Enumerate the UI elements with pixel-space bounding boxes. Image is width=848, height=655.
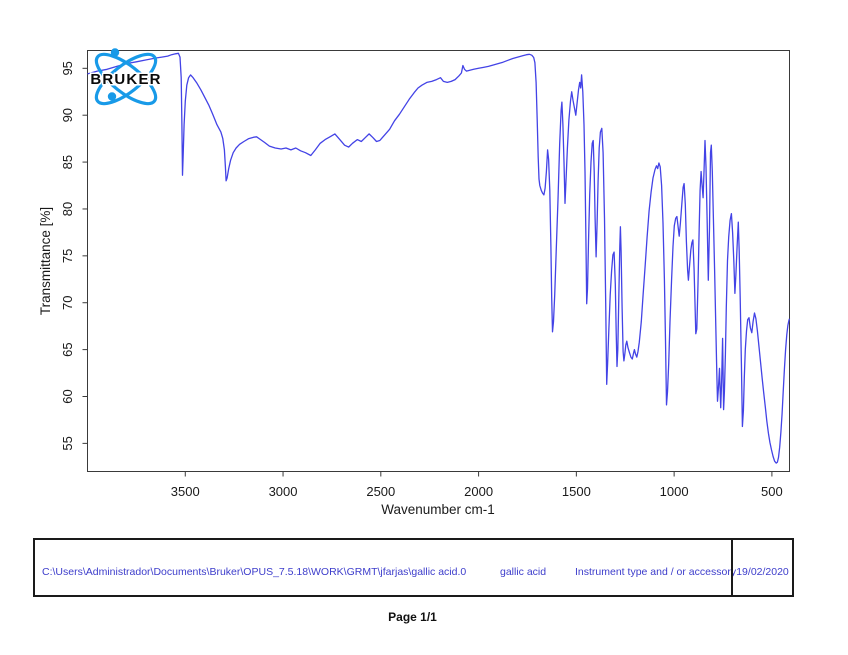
report-date: 19/02/2020 <box>736 566 789 578</box>
x-tick-label: 500 <box>761 484 783 499</box>
y-tick-label: 55 <box>60 436 75 450</box>
y-tick-label: 70 <box>60 295 75 309</box>
axis-ticks <box>82 67 773 477</box>
x-tick-label: 2500 <box>366 484 395 499</box>
bruker-wordmark: BRUKER <box>90 71 161 88</box>
x-axis-title: Wavenumber cm-1 <box>381 502 495 517</box>
y-tick-label: 60 <box>60 389 75 403</box>
plot-frame <box>87 50 790 472</box>
y-tick-label: 85 <box>60 155 75 169</box>
x-tick-label: 3500 <box>171 484 200 499</box>
x-tick-label: 1000 <box>660 484 689 499</box>
spectrum-chart: 3500 3000 2500 2000 1500 1000 500 55 60 65 70 75 80 8… <box>38 48 791 517</box>
file-path: C:\Users\Administrador\Documents\Bruker\… <box>42 566 467 578</box>
y-tick-label: 90 <box>60 108 75 122</box>
y-tick-label: 95 <box>60 61 75 75</box>
y-tick-label: 65 <box>60 342 75 356</box>
x-tick-label: 3000 <box>269 484 298 499</box>
bruker-atom-icon <box>94 48 158 106</box>
axis-tick-labels: 3500 3000 2500 2000 1500 1000 500 55 60 65 70 75 80 8… <box>60 61 783 499</box>
instrument-label: Instrument type and / or accessory <box>575 566 737 578</box>
x-tick-label: 2000 <box>464 484 493 499</box>
x-tick-label: 1500 <box>562 484 591 499</box>
sample-name: gallic acid <box>500 566 547 578</box>
y-tick-label: 80 <box>60 202 75 216</box>
spectrum-line <box>87 52 791 464</box>
bruker-logo: BRUKER <box>89 48 162 106</box>
y-axis-title: Transmittance [%] <box>38 207 53 315</box>
footer-divider <box>731 540 733 595</box>
footer-table: C:\Users\Administrador\Documents\Bruker\… <box>33 538 794 597</box>
page-number: Page 1/1 <box>388 610 437 624</box>
y-tick-label: 75 <box>60 249 75 263</box>
